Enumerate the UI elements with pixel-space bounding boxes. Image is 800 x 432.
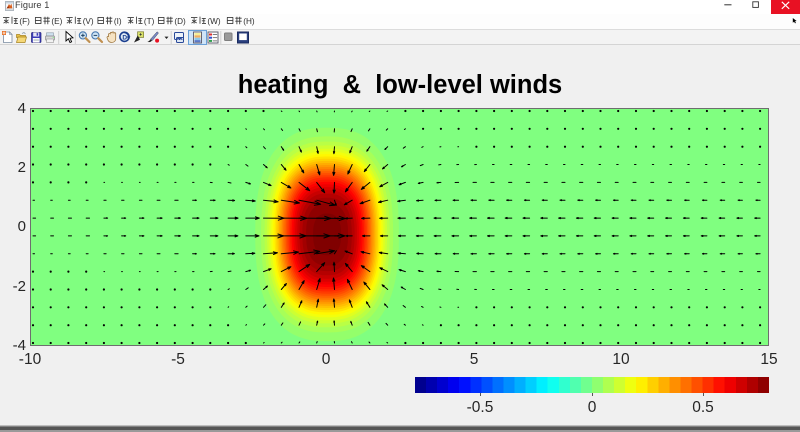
svg-text:(I): (I) — [114, 17, 122, 26]
svg-text:(F): (F) — [19, 17, 30, 26]
svg-text:(H): (H) — [243, 17, 255, 26]
svg-text:(T): (T) — [144, 17, 155, 26]
svg-text:(D): (D) — [174, 17, 186, 26]
svg-text:D: D — [122, 34, 127, 41]
svg-text:(V): (V) — [83, 17, 94, 26]
svg-text:(W): (W) — [207, 17, 220, 26]
svg-text:(E): (E) — [51, 17, 62, 26]
